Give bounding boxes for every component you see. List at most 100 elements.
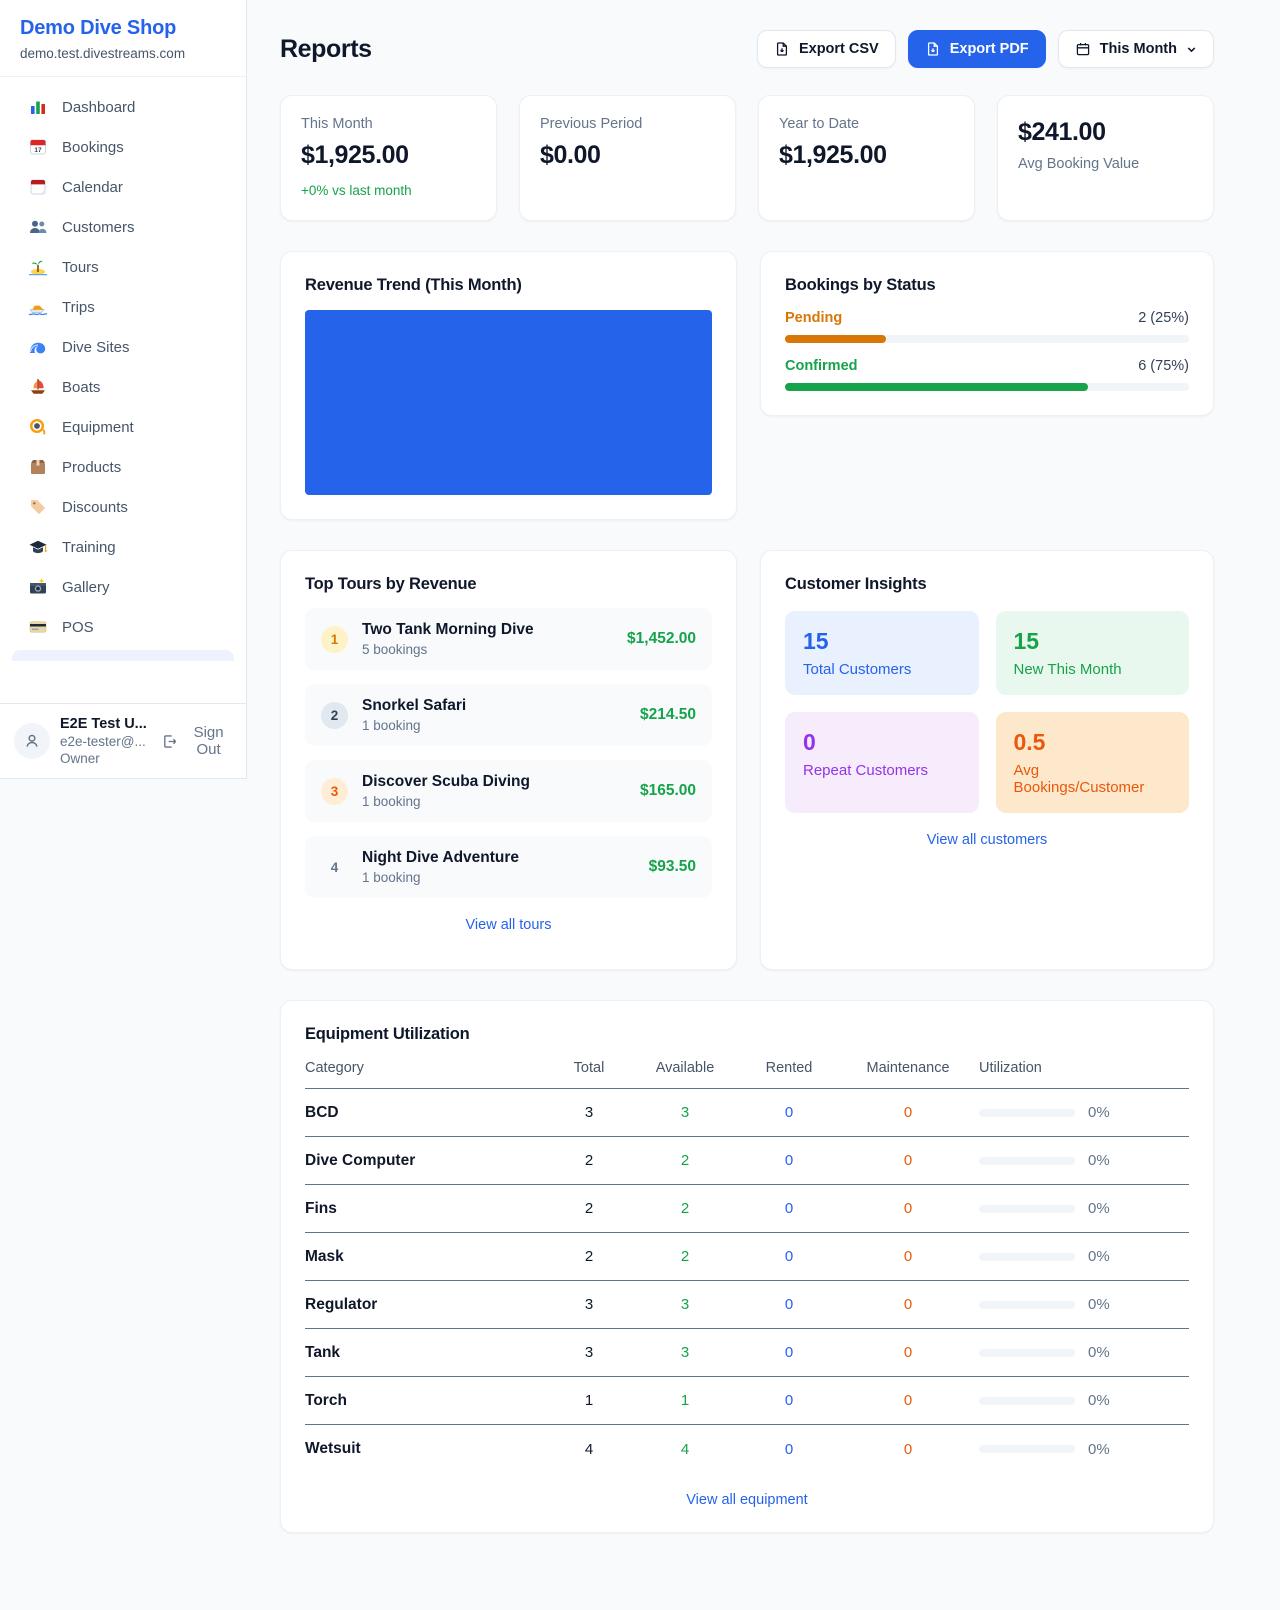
file-download-icon (776, 42, 787, 56)
equipment-maintenance: 0 (903, 1440, 913, 1458)
sidebar-item-calendar[interactable]: Calendar (12, 167, 234, 207)
equipment-utilization: 0% (979, 1296, 1189, 1313)
equipment-column-utilization: Utilization (979, 1060, 1042, 1076)
revenue-trend-chart (305, 310, 712, 495)
sidebar-item-customers[interactable]: Customers (12, 207, 234, 247)
customers-icon (28, 217, 48, 237)
export-pdf-button[interactable]: Export PDF (907, 30, 1046, 68)
customer-insights-title: Customer Insights (785, 575, 927, 593)
page-title: Reports (280, 34, 372, 63)
trips-icon (28, 297, 48, 317)
tour-bookings: 5 bookings (362, 642, 428, 657)
sidebar-item-gallery[interactable]: Gallery (12, 567, 234, 607)
insight-tile-avg-bookings-customer: 0.5 Avg Bookings/Customer (995, 712, 1189, 813)
sidebar-item-bookings[interactable]: 17 Bookings (12, 127, 234, 167)
gallery-icon (28, 577, 48, 597)
tour-row: 3 Discover Scuba Diving 1 booking $165.0… (305, 760, 712, 822)
tour-row: 1 Two Tank Morning Dive 5 bookings $1,45… (305, 608, 712, 670)
tour-revenue: $93.50 (648, 858, 696, 875)
tour-bookings: 1 booking (362, 794, 421, 809)
tour-name: Discover Scuba Diving (362, 773, 530, 790)
stat-value: $1,925.00 (779, 141, 887, 169)
sidebar-item-reports-partial[interactable] (12, 650, 234, 661)
sidebar-item-trips[interactable]: Trips (12, 287, 234, 327)
utilization-bar (979, 1300, 1075, 1309)
status-bar-fill (785, 383, 1088, 391)
sidebar-item-label: Calendar (62, 178, 123, 196)
sidebar-item-tours[interactable]: Tours (12, 247, 234, 287)
equipment-available: 3 (680, 1344, 690, 1361)
sidebar-item-label: Customers (62, 218, 135, 236)
file-download-icon (927, 42, 938, 56)
sidebar-item-training[interactable]: Training (12, 527, 234, 567)
insight-tile-total-customers: 15 Total Customers (785, 611, 979, 695)
sidebar-item-label: Gallery (62, 578, 110, 596)
bookings-by-status-card: Bookings by Status Pending 2 (25%) Confi… (760, 251, 1214, 416)
svg-text:17: 17 (34, 147, 42, 154)
period-dropdown[interactable]: This Month (1057, 30, 1214, 68)
stat-card-avg-booking-value: $241.00 Avg Booking Value (997, 95, 1214, 221)
sidebar-item-label: Equipment (62, 418, 134, 436)
export-csv-button[interactable]: Export CSV (756, 30, 896, 68)
equipment-category: Dive Computer (305, 1151, 416, 1169)
sidebar-item-label: Training (62, 538, 116, 556)
status-row-pending: Pending 2 (25%) (785, 310, 1189, 343)
calendar-icon (28, 177, 48, 197)
utilization-percent: 0% (1088, 1392, 1110, 1409)
rank-badge: 4 (330, 859, 339, 875)
equipment-category: Wetsuit (305, 1440, 361, 1457)
sidebar-item-boats[interactable]: Boats (12, 367, 234, 407)
tour-name: Snorkel Safari (362, 697, 467, 714)
equipment-column-category: Category (305, 1060, 364, 1076)
rank-badge: 3 (321, 777, 348, 805)
equipment-row-tank: Tank 3 3 0 0 0% (305, 1329, 1189, 1377)
sidebar-item-equipment[interactable]: Equipment (12, 407, 234, 447)
view-all-customers-link[interactable]: View all customers (926, 832, 1048, 848)
revenue-trend-title: Revenue Trend (This Month) (305, 276, 522, 294)
dashboard-icon (28, 97, 48, 117)
shop-domain: demo.test.divestreams.com (20, 46, 186, 61)
tour-bookings: 1 booking (362, 718, 421, 733)
sidebar-item-label: Tours (62, 258, 99, 276)
utilization-bar (979, 1396, 1075, 1405)
view-all-tours-link[interactable]: View all tours (465, 917, 552, 933)
equipment-utilization: 0% (979, 1441, 1189, 1458)
stat-label: This Month (301, 116, 373, 132)
equipment-category: Mask (305, 1247, 344, 1265)
stat-label: Previous Period (540, 116, 643, 132)
stat-label: Avg Booking Value (1018, 156, 1140, 172)
sidebar-item-dive-sites[interactable]: Dive Sites (12, 327, 234, 367)
equipment-available: 1 (680, 1392, 690, 1409)
main-content: Reports Export CSV Export PDF This Month… (247, 0, 1280, 1573)
equipment-category: Fins (305, 1199, 337, 1217)
utilization-bar (979, 1252, 1075, 1261)
customer-insights-card: Customer Insights 15 Total Customers 15 … (760, 550, 1214, 970)
user-role: Owner (60, 751, 100, 766)
view-all-equipment-link[interactable]: View all equipment (686, 1492, 808, 1508)
insights-row: Top Tours by Revenue 1 Two Tank Morning … (280, 550, 1214, 970)
tour-revenue: $1,452.00 (627, 630, 696, 647)
shop-title[interactable]: Demo Dive Shop (20, 17, 177, 39)
avatar (14, 723, 50, 759)
equipment-total: 2 (584, 1200, 594, 1217)
equipment-table-body: BCD 3 3 0 0 0% Dive Computer 2 2 0 0 0% … (305, 1089, 1189, 1473)
status-bar-track (785, 383, 1189, 391)
sidebar-item-discounts[interactable]: Discounts (12, 487, 234, 527)
tours-icon (28, 257, 48, 277)
sidebar: Demo Dive Shop demo.test.divestreams.com… (0, 0, 247, 779)
status-value: 2 (25%) (1138, 310, 1189, 326)
sign-out-button[interactable]: Sign Out (161, 724, 232, 758)
tour-revenue: $165.00 (639, 782, 696, 799)
sidebar-item-products[interactable]: Products (12, 447, 234, 487)
insight-label: Repeat Customers (803, 762, 929, 779)
user-email: e2e-tester@... (60, 734, 146, 749)
insight-value: 15 (803, 628, 829, 654)
stat-value: $0.00 (540, 141, 601, 169)
bookings-icon: 17 (28, 137, 48, 157)
equipment-maintenance: 0 (903, 1104, 913, 1121)
sidebar-item-dashboard[interactable]: Dashboard (12, 87, 234, 127)
equipment-total: 3 (584, 1344, 594, 1361)
equipment-maintenance: 0 (903, 1344, 913, 1361)
sidebar-item-pos[interactable]: POS (12, 607, 234, 647)
equipment-category: Tank (305, 1343, 341, 1361)
